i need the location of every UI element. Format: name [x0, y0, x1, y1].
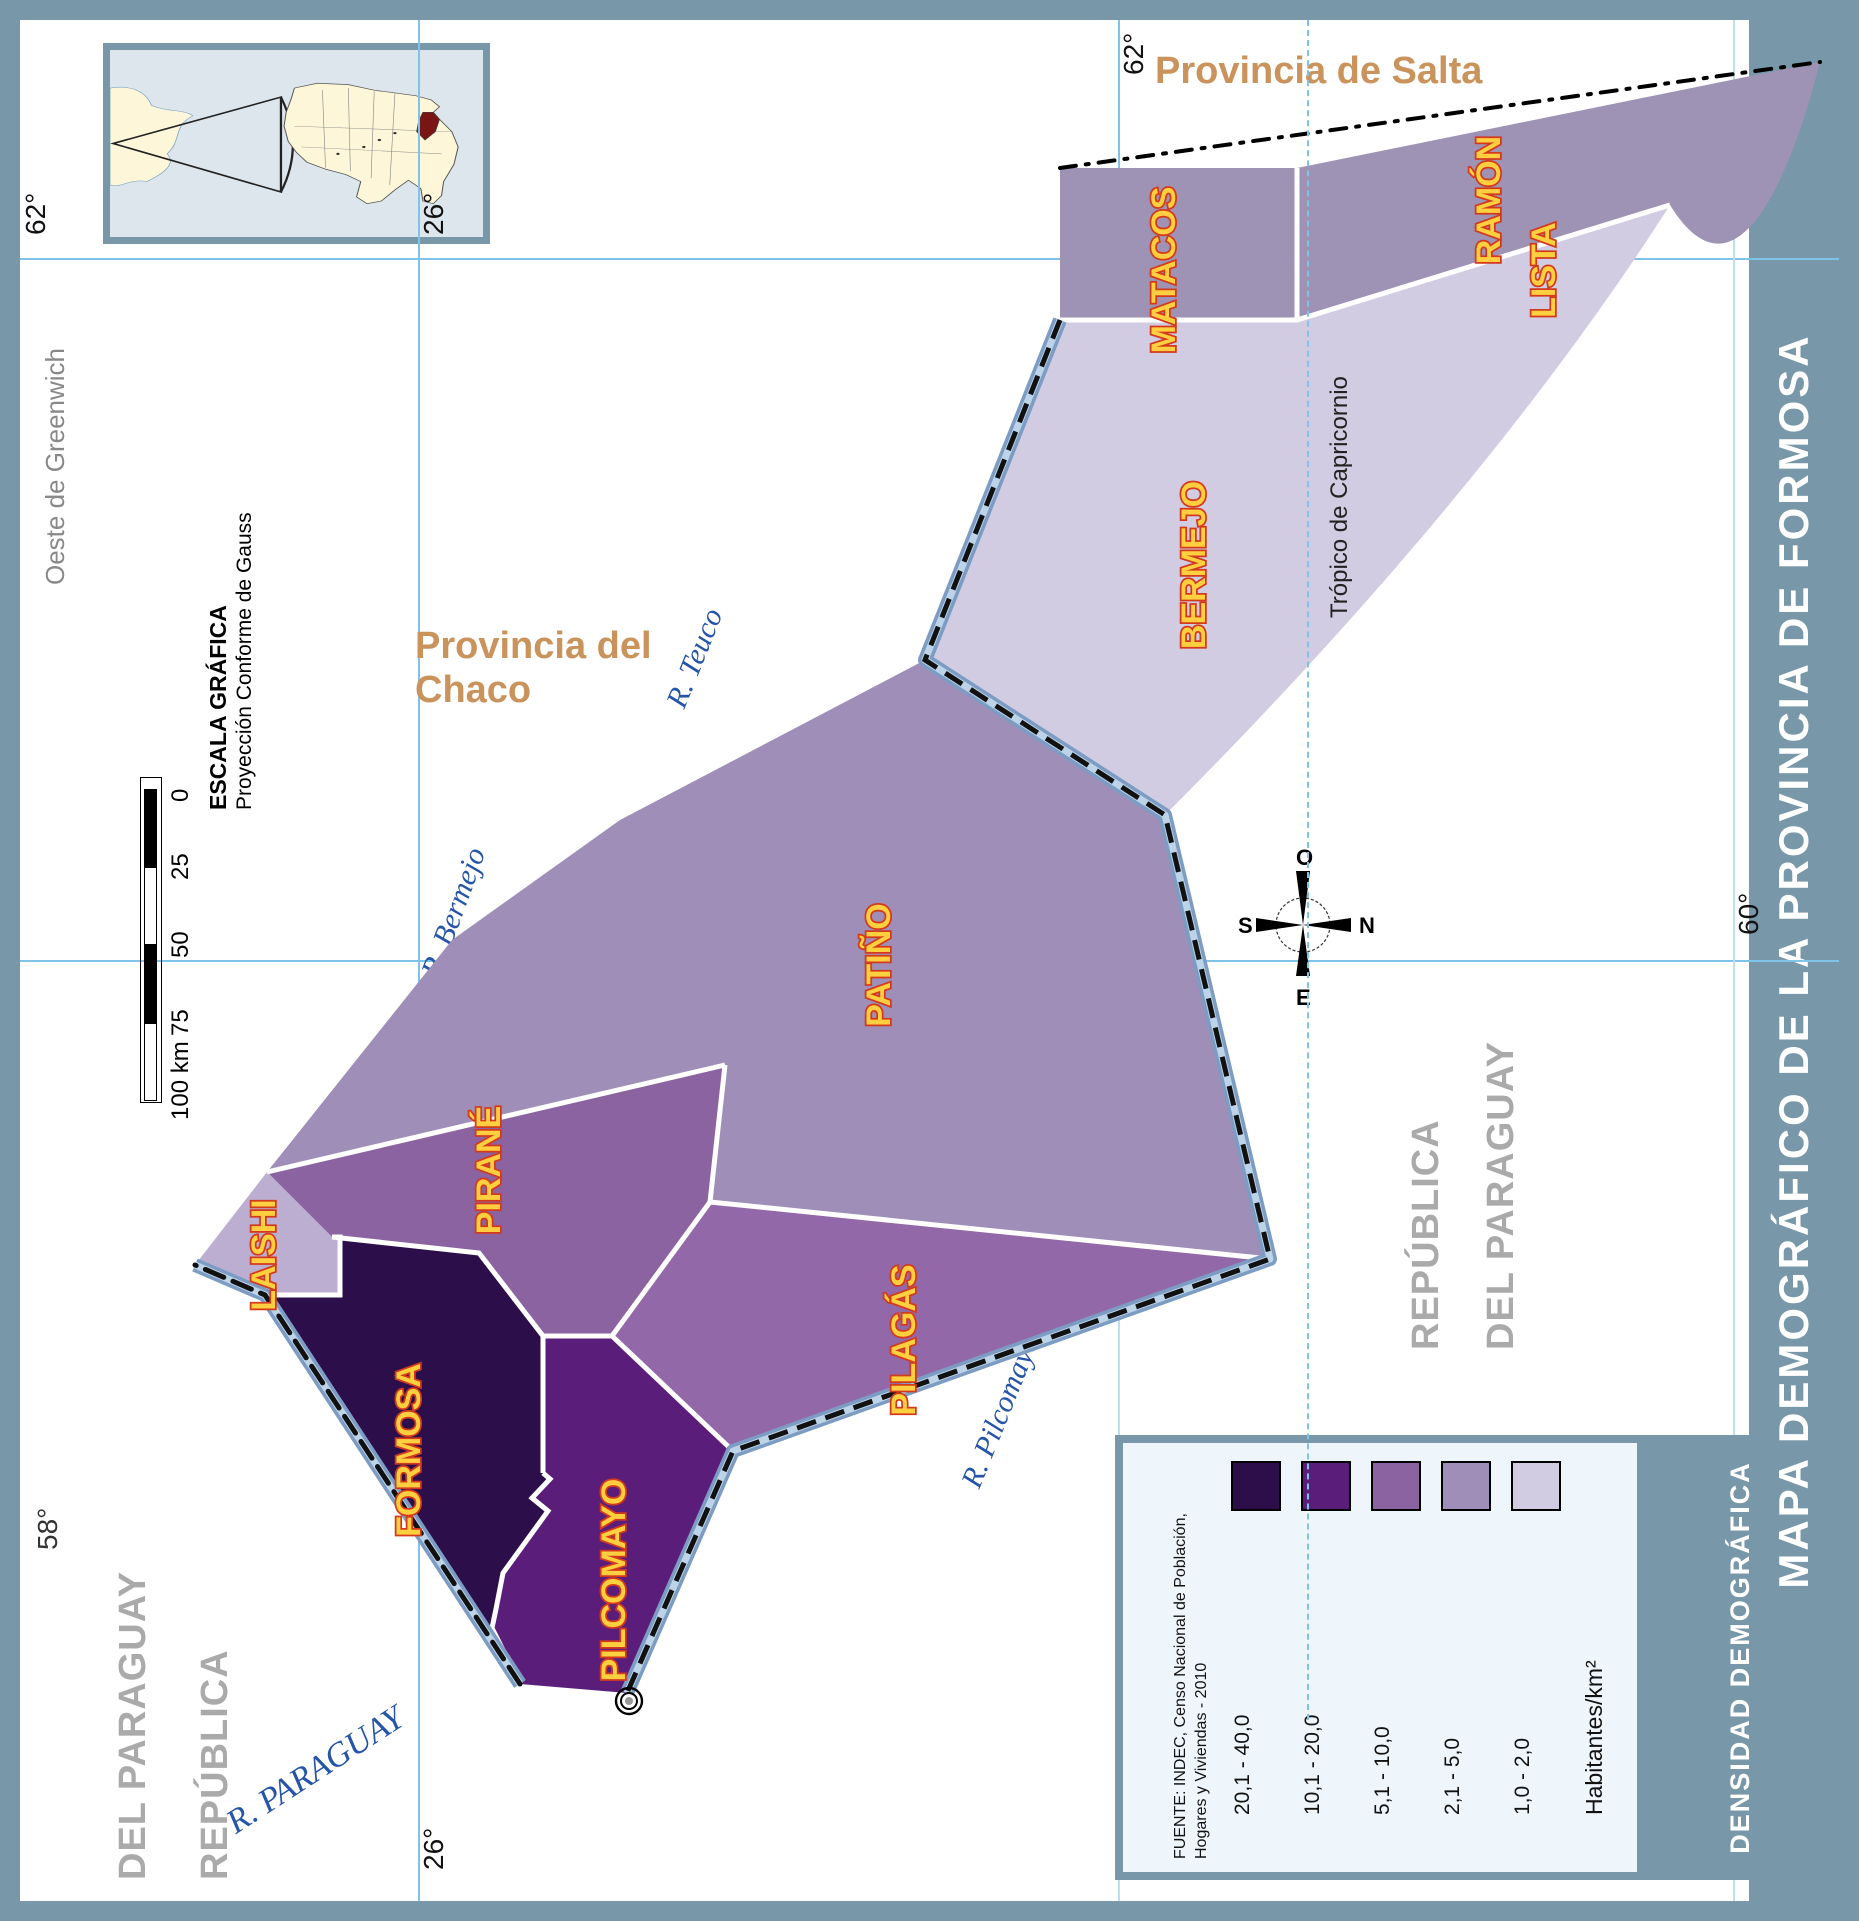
svg-text:PILCOMAYO: PILCOMAYO — [595, 1479, 633, 1682]
svg-text:N: N — [1359, 913, 1375, 938]
svg-text:PIRANÉ: PIRANÉ — [470, 1106, 508, 1234]
svg-text:FORMOSA: FORMOSA — [390, 1363, 428, 1537]
svg-text:O: O — [1296, 845, 1313, 870]
svg-text:BERMEJO: BERMEJO — [1175, 481, 1213, 649]
svg-text:PATIÑO: PATIÑO — [860, 903, 898, 1026]
svg-text:LAISHI: LAISHI — [245, 1199, 283, 1310]
svg-text:MATACOS: MATACOS — [1145, 187, 1183, 354]
svg-text:S: S — [1238, 913, 1253, 938]
svg-text:LISTA: LISTA — [1525, 222, 1563, 318]
svg-text:PILAGÁS: PILAGÁS — [885, 1264, 923, 1415]
svg-text:RAMÓN: RAMÓN — [1470, 136, 1508, 264]
